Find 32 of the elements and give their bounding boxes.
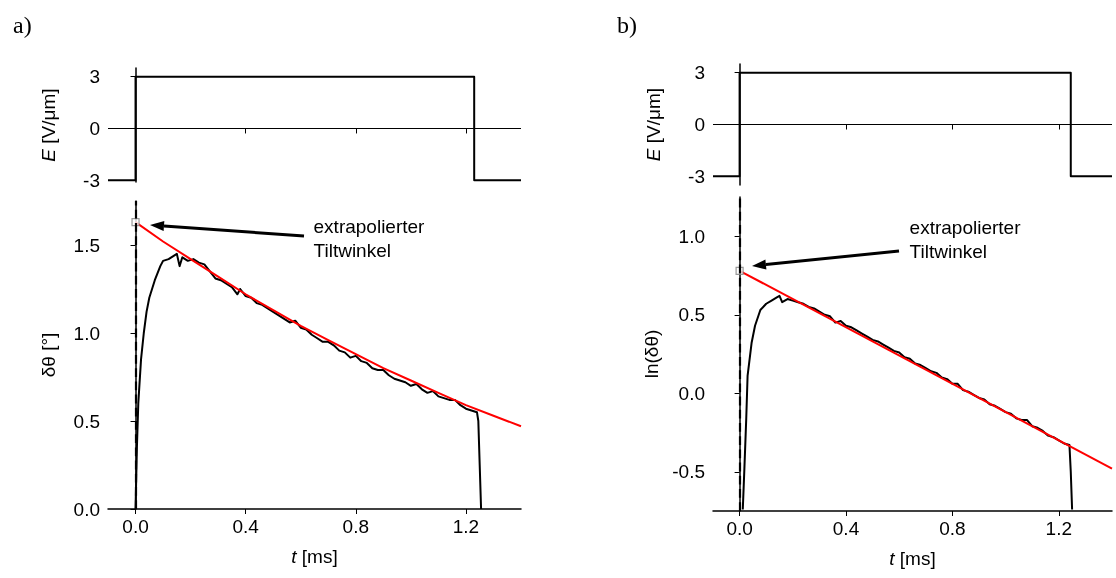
y-axis-title: E [V/μm] xyxy=(643,87,664,162)
y-tick-label: -0.5 xyxy=(672,461,705,483)
y-tick-label: 0.5 xyxy=(678,304,705,326)
y-tick-label: 0 xyxy=(694,114,705,135)
y-tick-label: 1.5 xyxy=(73,234,100,256)
annotation: extrapolierter Tiltwinkel xyxy=(313,215,426,261)
y-tick-label: -3 xyxy=(688,165,705,187)
chart-title: a) xyxy=(13,12,32,38)
y-tick-label: 0.0 xyxy=(73,498,100,520)
x-tick-label: 1.2 xyxy=(452,516,480,537)
x-tick-label: 0.4 xyxy=(232,516,260,537)
y-tick-label: 1.0 xyxy=(73,322,100,344)
y-axis-title: δθ [°] xyxy=(38,332,59,378)
chart-title: b) xyxy=(617,12,637,38)
y-tick-label: 0 xyxy=(89,117,100,139)
y-tick-label: 0.0 xyxy=(678,382,705,404)
x-tick-label: 0.4 xyxy=(832,518,860,539)
y-tick-label: -3 xyxy=(83,169,100,191)
annotation: extrapolierter Tiltwinkel xyxy=(909,217,1022,263)
y-tick-label: 3 xyxy=(89,66,100,88)
x-tick-label: 0.0 xyxy=(122,516,149,537)
x-tick-label: 0.8 xyxy=(342,516,370,537)
y-axis-title: ln(δθ) xyxy=(641,329,663,379)
y-tick-label: 3 xyxy=(694,62,705,84)
x-tick-label: 1.2 xyxy=(1045,518,1073,539)
x-tick-label: 0.8 xyxy=(939,518,966,539)
y-axis-title: E [V/μm] xyxy=(38,88,59,162)
x-axis-title: t [ms] xyxy=(291,546,338,567)
x-tick-label: 0.0 xyxy=(726,518,753,539)
x-axis-title: t [ms] xyxy=(889,548,936,569)
y-tick-label: 1.0 xyxy=(678,225,705,247)
y-tick-label: 0.5 xyxy=(73,410,100,432)
